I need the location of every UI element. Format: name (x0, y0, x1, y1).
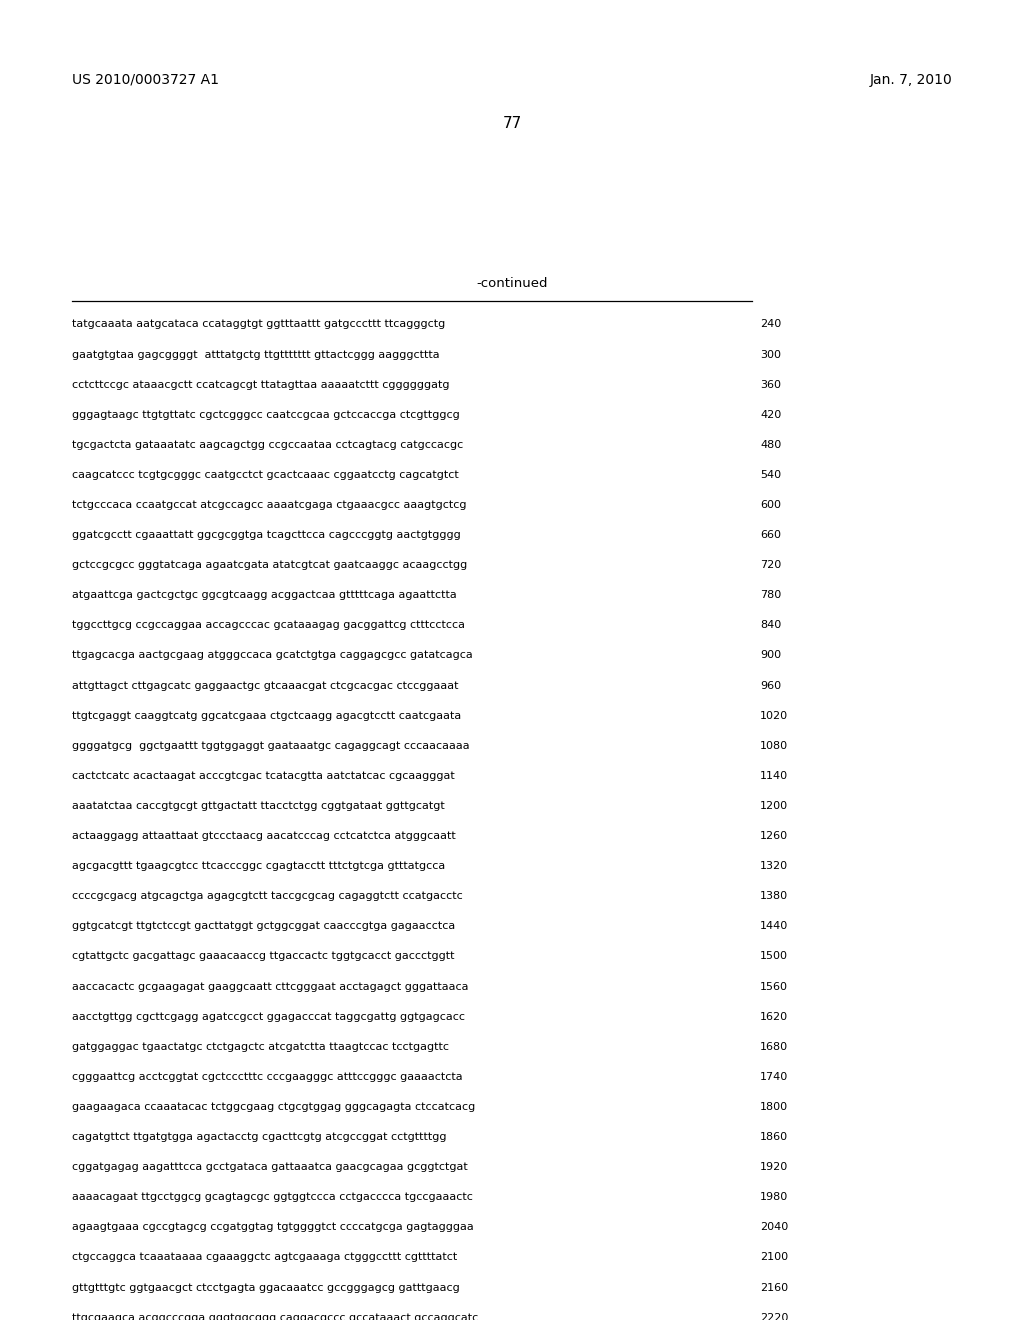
Text: ttgtcgaggt caaggtcatg ggcatcgaaa ctgctcaagg agacgtcctt caatcgaata: ttgtcgaggt caaggtcatg ggcatcgaaa ctgctca… (72, 710, 461, 721)
Text: 780: 780 (760, 590, 781, 601)
Text: 300: 300 (760, 350, 781, 359)
Text: agcgacgttt tgaagcgtcc ttcacccggc cgagtacctt tttctgtcga gtttatgcca: agcgacgttt tgaagcgtcc ttcacccggc cgagtac… (72, 861, 445, 871)
Text: 1920: 1920 (760, 1162, 788, 1172)
Text: cgtattgctc gacgattagc gaaacaaccg ttgaccactc tggtgcacct gaccctggtt: cgtattgctc gacgattagc gaaacaaccg ttgacca… (72, 952, 455, 961)
Text: gatggaggac tgaactatgc ctctgagctc atcgatctta ttaagtccac tcctgagttc: gatggaggac tgaactatgc ctctgagctc atcgatc… (72, 1041, 449, 1052)
Text: 600: 600 (760, 500, 781, 510)
Text: ctgccaggca tcaaataaaa cgaaaggctc agtcgaaaga ctgggccttt cgttttatct: ctgccaggca tcaaataaaa cgaaaggctc agtcgaa… (72, 1253, 458, 1262)
Text: 1140: 1140 (760, 771, 788, 781)
Text: 360: 360 (760, 380, 781, 389)
Text: 1020: 1020 (760, 710, 788, 721)
Text: aacctgttgg cgcttcgagg agatccgcct ggagacccat taggcgattg ggtgagcacc: aacctgttgg cgcttcgagg agatccgcct ggagacc… (72, 1011, 465, 1022)
Text: aaccacactc gcgaagagat gaaggcaatt cttcgggaat acctagagct gggattaaca: aaccacactc gcgaagagat gaaggcaatt cttcggg… (72, 982, 469, 991)
Text: ggatcgcctt cgaaattatt ggcgcggtga tcagcttcca cagcccggtg aactgtgggg: ggatcgcctt cgaaattatt ggcgcggtga tcagctt… (72, 531, 461, 540)
Text: Jan. 7, 2010: Jan. 7, 2010 (869, 73, 952, 87)
Text: 2040: 2040 (760, 1222, 788, 1233)
Text: ccccgcgacg atgcagctga agagcgtctt taccgcgcag cagaggtctt ccatgacctc: ccccgcgacg atgcagctga agagcgtctt taccgcg… (72, 891, 463, 902)
Text: tgcgactcta gataaatatc aagcagctgg ccgccaataa cctcagtacg catgccacgc: tgcgactcta gataaatatc aagcagctgg ccgccaa… (72, 440, 463, 450)
Text: US 2010/0003727 A1: US 2010/0003727 A1 (72, 73, 219, 87)
Text: 840: 840 (760, 620, 781, 631)
Text: 720: 720 (760, 560, 781, 570)
Text: gctccgcgcc gggtatcaga agaatcgata atatcgtcat gaatcaaggc acaagcctgg: gctccgcgcc gggtatcaga agaatcgata atatcgt… (72, 560, 467, 570)
Text: 2100: 2100 (760, 1253, 788, 1262)
Text: 240: 240 (760, 319, 781, 330)
Text: 1620: 1620 (760, 1011, 788, 1022)
Text: actaaggagg attaattaat gtccctaacg aacatcccag cctcatctca atgggcaatt: actaaggagg attaattaat gtccctaacg aacatcc… (72, 832, 456, 841)
Text: -continued: -continued (476, 277, 548, 290)
Text: cgggaattcg acctcggtat cgctccctttc cccgaagggc atttccgggc gaaaactcta: cgggaattcg acctcggtat cgctccctttc cccgaa… (72, 1072, 463, 1082)
Text: agaagtgaaa cgccgtagcg ccgatggtag tgtggggtct ccccatgcga gagtagggaa: agaagtgaaa cgccgtagcg ccgatggtag tgtgggg… (72, 1222, 474, 1233)
Text: 1080: 1080 (760, 741, 788, 751)
Text: tggccttgcg ccgccaggaa accagcccac gcataaagag gacggattcg ctttcctcca: tggccttgcg ccgccaggaa accagcccac gcataaa… (72, 620, 465, 631)
Text: gaatgtgtaa gagcggggt  atttatgctg ttgttttttt gttactcggg aagggcttta: gaatgtgtaa gagcggggt atttatgctg ttgttttt… (72, 350, 439, 359)
Text: atgaattcga gactcgctgc ggcgtcaagg acggactcaa gtttttcaga agaattctta: atgaattcga gactcgctgc ggcgtcaagg acggact… (72, 590, 457, 601)
Text: 1860: 1860 (760, 1133, 788, 1142)
Text: 480: 480 (760, 440, 781, 450)
Text: 1980: 1980 (760, 1192, 788, 1203)
Text: ttgagcacga aactgcgaag atgggccaca gcatctgtga caggagcgcc gatatcagca: ttgagcacga aactgcgaag atgggccaca gcatctg… (72, 651, 473, 660)
Text: 1320: 1320 (760, 861, 788, 871)
Text: tctgcccaca ccaatgccat atcgccagcc aaaatcgaga ctgaaacgcc aaagtgctcg: tctgcccaca ccaatgccat atcgccagcc aaaatcg… (72, 500, 467, 510)
Text: ggtgcatcgt ttgtctccgt gacttatggt gctggcggat caacccgtga gagaacctca: ggtgcatcgt ttgtctccgt gacttatggt gctggcg… (72, 921, 456, 932)
Text: aaatatctaa caccgtgcgt gttgactatt ttacctctgg cggtgataat ggttgcatgt: aaatatctaa caccgtgcgt gttgactatt ttacctc… (72, 801, 444, 810)
Text: 660: 660 (760, 531, 781, 540)
Text: 960: 960 (760, 681, 781, 690)
Text: 420: 420 (760, 409, 781, 420)
Text: 2220: 2220 (760, 1312, 788, 1320)
Text: gggagtaagc ttgtgttatc cgctcgggcc caatccgcaa gctccaccga ctcgttggcg: gggagtaagc ttgtgttatc cgctcgggcc caatccg… (72, 409, 460, 420)
Text: 1200: 1200 (760, 801, 788, 810)
Text: gaagaagaca ccaaatacac tctggcgaag ctgcgtggag gggcagagta ctccatcacg: gaagaagaca ccaaatacac tctggcgaag ctgcgtg… (72, 1102, 475, 1111)
Text: 1440: 1440 (760, 921, 788, 932)
Text: 1380: 1380 (760, 891, 788, 902)
Text: 540: 540 (760, 470, 781, 480)
Text: gttgtttgtc ggtgaacgct ctcctgagta ggacaaatcc gccgggagcg gatttgaacg: gttgtttgtc ggtgaacgct ctcctgagta ggacaaa… (72, 1283, 460, 1292)
Text: attgttagct cttgagcatc gaggaactgc gtcaaacgat ctcgcacgac ctccggaaat: attgttagct cttgagcatc gaggaactgc gtcaaac… (72, 681, 459, 690)
Text: aaaacagaat ttgcctggcg gcagtagcgc ggtggtccca cctgacccca tgccgaaactc: aaaacagaat ttgcctggcg gcagtagcgc ggtggtc… (72, 1192, 473, 1203)
Text: cactctcatc acactaagat acccgtcgac tcatacgtta aatctatcac cgcaagggat: cactctcatc acactaagat acccgtcgac tcatacg… (72, 771, 455, 781)
Text: 1680: 1680 (760, 1041, 788, 1052)
Text: ttgcgaagca acggcccgga gggtggcggg caggacgccc gccataaact gccaggcatc: ttgcgaagca acggcccgga gggtggcggg caggacg… (72, 1312, 478, 1320)
Text: 2160: 2160 (760, 1283, 788, 1292)
Text: cggatgagag aagatttcca gcctgataca gattaaatca gaacgcagaa gcggtctgat: cggatgagag aagatttcca gcctgataca gattaaa… (72, 1162, 468, 1172)
Text: 1560: 1560 (760, 982, 788, 991)
Text: cctcttccgc ataaacgctt ccatcagcgt ttatagttaa aaaaatcttt cggggggatg: cctcttccgc ataaacgctt ccatcagcgt ttatagt… (72, 380, 450, 389)
Text: 1260: 1260 (760, 832, 788, 841)
Text: cagatgttct ttgatgtgga agactacctg cgacttcgtg atcgccggat cctgttttgg: cagatgttct ttgatgtgga agactacctg cgacttc… (72, 1133, 446, 1142)
Text: 77: 77 (503, 116, 521, 131)
Text: tatgcaaata aatgcataca ccataggtgt ggtttaattt gatgcccttt ttcagggctg: tatgcaaata aatgcataca ccataggtgt ggtttaa… (72, 319, 445, 330)
Text: 1800: 1800 (760, 1102, 788, 1111)
Text: 1500: 1500 (760, 952, 788, 961)
Text: 900: 900 (760, 651, 781, 660)
Text: caagcatccc tcgtgcgggc caatgcctct gcactcaaac cggaatcctg cagcatgtct: caagcatccc tcgtgcgggc caatgcctct gcactca… (72, 470, 459, 480)
Text: 1740: 1740 (760, 1072, 788, 1082)
Text: ggggatgcg  ggctgaattt tggtggaggt gaataaatgc cagaggcagt cccaacaaaa: ggggatgcg ggctgaattt tggtggaggt gaataaat… (72, 741, 470, 751)
